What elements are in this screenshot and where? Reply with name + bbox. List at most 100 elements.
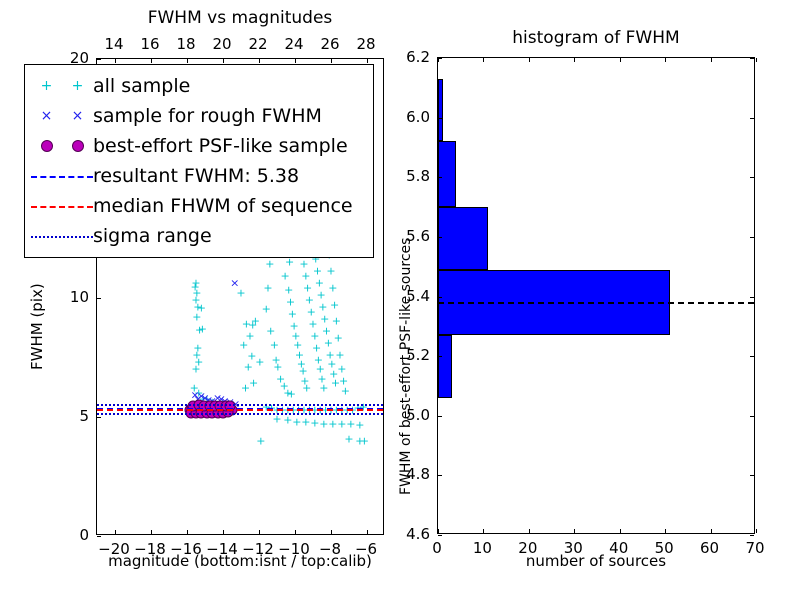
scatter-point: + [318, 300, 328, 314]
scatter-point: + [326, 264, 336, 278]
scatter-point: + [344, 432, 354, 446]
axis-tick [187, 59, 188, 63]
x-tick-label: −12 [242, 540, 274, 558]
dashed-line-red-icon [31, 196, 93, 216]
scatter-point: + [279, 379, 289, 393]
scatter-point: × [212, 391, 223, 405]
x-top-tick-label: 24 [284, 35, 304, 53]
hist-x-tick-label: 40 [609, 539, 629, 557]
scatter-point: + [311, 341, 322, 355]
scatter-point: + [265, 257, 275, 271]
scatter-point: + [300, 374, 310, 388]
scatter-point: + [335, 348, 345, 362]
scatter-point: + [313, 353, 323, 366]
axis-tick [438, 415, 442, 417]
legend-item-label: sigma range [93, 225, 212, 247]
scatter-point: + [292, 415, 302, 429]
axis-tick [223, 59, 224, 63]
scatter-point: + [241, 317, 251, 331]
legend-item-label: resultant FWHM: 5.38 [93, 165, 300, 187]
scatter-point: + [317, 372, 327, 386]
legend-item[interactable]: median FHWM of sequence [31, 191, 365, 221]
scatter-point: + [280, 269, 290, 283]
resultant-fwhm-line [97, 407, 383, 410]
scatter-point: + [289, 319, 299, 333]
plus-marker-cyan-icon: + + [40, 78, 84, 94]
scatter-point: + [266, 324, 276, 338]
legend-item[interactable]: + + all sample [31, 71, 365, 101]
axis-tick [151, 59, 152, 63]
x-tick-label: −10 [278, 540, 310, 558]
plot-legend: + + all sample × × sample for rough FWHM best-… [24, 64, 374, 258]
scatter-point: + [269, 338, 279, 352]
scatter-point: + [319, 417, 329, 431]
hist-x-tick-label: 60 [700, 539, 720, 557]
axis-tick [756, 58, 757, 62]
scatter-point: + [243, 360, 253, 374]
circle-marker-magenta-icon [31, 136, 93, 156]
hist-xlabel: number of sources [525, 552, 667, 570]
axis-tick [750, 535, 754, 536]
scatter-point: + [285, 295, 296, 309]
x-top-tick-label: 28 [356, 35, 376, 53]
scatter-point: + [355, 434, 365, 448]
scatter-point: × [204, 395, 213, 406]
scatter-point: + [255, 355, 265, 369]
left-plot-title: FWHM vs magnitudes [147, 8, 333, 28]
legend-item[interactable]: best-effort PSF-like sample [31, 131, 365, 161]
scatter-point: + [338, 374, 349, 388]
scatter-point: + [359, 434, 369, 448]
legend-item[interactable]: × × sample for rough FWHM [31, 101, 365, 131]
legend-item[interactable]: resultant FWHM: 5.38 [31, 161, 365, 191]
axis-tick [97, 536, 101, 537]
axis-tick [438, 475, 442, 477]
axis-tick [115, 530, 116, 534]
x-tick-label: −18 [134, 540, 166, 558]
scatter-point: + [304, 293, 314, 307]
axis-tick [438, 296, 442, 298]
axis-tick [750, 415, 754, 417]
scatter-point: + [239, 338, 249, 352]
legend-item-label: median FHWM of sequence [93, 195, 353, 217]
scatter-point: + [329, 367, 339, 381]
axis-tick [750, 296, 754, 298]
axis-tick [528, 58, 530, 62]
hist-x-tick-label: 70 [745, 539, 765, 557]
axis-tick [710, 529, 712, 533]
scatter-point: + [331, 314, 341, 328]
axis-tick [223, 530, 224, 534]
axis-tick [750, 177, 754, 179]
scatter-point: + [286, 387, 296, 401]
axis-tick [750, 475, 754, 477]
hist-y-tick-label: 5.0 [406, 405, 430, 424]
scatter-point: + [263, 281, 273, 295]
axis-tick [574, 58, 576, 62]
scatter-point: + [329, 298, 340, 312]
axis-tick [295, 530, 296, 534]
legend-item[interactable]: sigma range [31, 221, 365, 251]
scatter-point: + [310, 329, 320, 343]
scatter-point: + [247, 349, 257, 363]
hist-x-tick-label: 10 [472, 539, 492, 557]
sigma-lower-line [97, 413, 383, 416]
axis-tick [619, 58, 621, 62]
axis-tick [97, 297, 101, 299]
histogram-bar [438, 78, 443, 142]
scatter-point: + [296, 357, 306, 371]
scatter-point: + [312, 264, 323, 278]
cross-marker-blue-icon: × × [40, 108, 84, 124]
scatter-point: + [284, 283, 294, 297]
scatter-point: + [245, 329, 255, 343]
scatter-point: + [323, 336, 333, 350]
axis-tick [665, 529, 667, 533]
histogram-axes [437, 57, 757, 536]
scatter-point: + [315, 362, 325, 376]
left-plot-ylabel: FWHM (pix) [28, 283, 46, 370]
axis-tick [665, 58, 667, 62]
scatter-point: × [196, 389, 206, 403]
scatter-point: + [291, 329, 301, 343]
scatter-point: + [193, 341, 203, 355]
scatter-point: + [316, 288, 326, 302]
histogram-bar [438, 141, 457, 208]
